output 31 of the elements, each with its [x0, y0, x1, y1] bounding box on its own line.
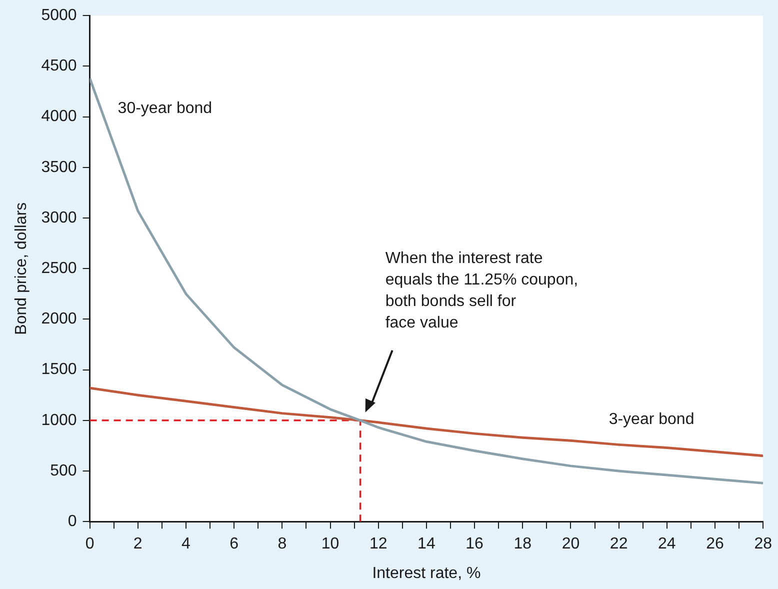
y-axis-title: Bond price, dollars: [13, 202, 30, 335]
x-tick-label: 12: [369, 536, 388, 553]
y-tick-label: 4000: [41, 108, 77, 126]
y-tick-label: 4500: [41, 58, 77, 75]
y-tick-label: 500: [50, 462, 77, 480]
series-label: 30-year bond: [118, 100, 212, 117]
x-tick-label: 24: [658, 536, 676, 553]
x-tick-label: 6: [230, 536, 239, 553]
x-tick-label: 8: [278, 536, 287, 553]
y-tick-label: 2500: [41, 260, 77, 278]
x-tick-label: 2: [133, 536, 142, 553]
annotation: When the interest rate equals the 11.25% coupon, both bonds sell for face value: [385, 250, 578, 332]
series-label: 3-year bond: [608, 411, 694, 428]
y-tick-label: 2000: [41, 310, 77, 328]
x-axis-title: Interest rate, %: [372, 564, 481, 582]
x-tick-label: 26: [706, 536, 724, 553]
x-tick-label: 10: [321, 536, 340, 553]
y-tick-label: 1000: [41, 412, 77, 429]
x-tick-label: 18: [514, 536, 532, 553]
y-tick-label: 0: [68, 513, 77, 530]
x-tick-label: 20: [562, 536, 580, 553]
x-tick-label: 22: [610, 536, 628, 553]
y-tick-label: 3500: [41, 158, 77, 176]
x-tick-label: 14: [418, 536, 436, 553]
x-tick-label: 0: [85, 536, 94, 553]
y-tick-label: 1500: [41, 361, 77, 378]
y-tick-label: 5000: [41, 7, 77, 24]
y-tick-label: 3000: [41, 209, 77, 226]
x-tick-label: 4: [182, 536, 191, 553]
x-tick-label: 16: [466, 536, 484, 553]
x-tick-label: 28: [754, 536, 772, 553]
